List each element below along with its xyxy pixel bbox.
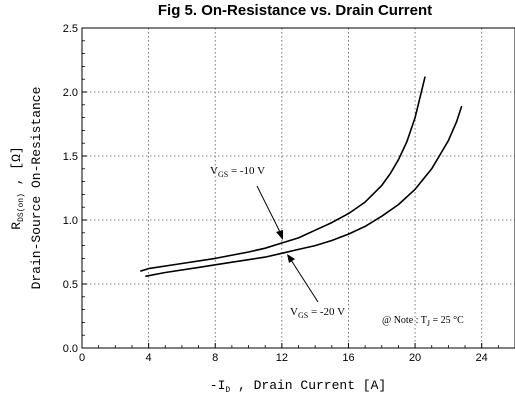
series-group [140, 76, 463, 278]
chart-title: Fig 5. On-Resistance vs. Drain Current [158, 2, 432, 19]
annotation-vgs-10-symbol: V [210, 165, 218, 177]
x-axis-label: -ID , Drain Current [A] [210, 378, 386, 395]
ticks: 0 4 8 12 16 20 24 0.0 0.5 1.0 1.5 2.0 2.5 [63, 23, 499, 364]
grid [82, 27, 515, 348]
y-tick-label: 0.5 [63, 279, 78, 291]
x-tick-label: 12 [276, 352, 288, 364]
arrowhead-vgs-10 [276, 230, 283, 240]
y-tick-label: 1.0 [63, 215, 78, 227]
annotation-vgs-20-value: = -20 V [308, 306, 345, 318]
x-tick-label: 4 [146, 352, 152, 364]
note-temperature-prefix: @ Note : T [382, 315, 427, 326]
x-tick-label: 16 [342, 352, 354, 364]
y-tick-label: 0.0 [63, 343, 78, 355]
series-line-vgs-20 [145, 105, 463, 278]
annotation-vgs-20-symbol: V [290, 306, 298, 318]
x-axis-label-text: , Drain Current [A] [230, 378, 386, 393]
x-tick-label: 8 [212, 352, 218, 364]
note-temperature-value: = 25 °C [430, 315, 464, 326]
x-axis-label-subscript: D [225, 386, 230, 395]
arrowhead-vgs-20 [287, 254, 295, 263]
plot-frame [81, 27, 515, 349]
annotation-vgs-20-subscript: GS [298, 311, 308, 320]
arrow-vgs-10 [256, 185, 282, 235]
y-axis-label-subscript: DS(on) [17, 193, 26, 222]
note-temperature: @ Note : TJ = 25 °C [382, 315, 464, 328]
x-tick-label: 24 [476, 352, 488, 364]
annotation-vgs-10: VGS = -10 V [210, 165, 265, 179]
annotation-vgs-10-subscript: GS [218, 170, 228, 179]
y-axis-label-line2: Drain-Source On-Resistance [29, 87, 44, 290]
series-line-vgs-10 [140, 76, 426, 272]
y-tick-label: 1.5 [63, 151, 78, 163]
y-tick-label: 2.5 [63, 23, 78, 35]
annotation-vgs-20: VGS = -20 V [290, 306, 345, 320]
y-axis-label-line1: RDS(on) , [Ω] [9, 146, 26, 229]
x-tick-label: 0 [79, 352, 85, 364]
y-axis-label-symbol: R [9, 222, 24, 230]
note-temperature-subscript: J [427, 319, 430, 328]
y-axis-label-unit: , [Ω] [9, 146, 24, 193]
annotation-vgs-10-value: = -10 V [228, 165, 265, 177]
x-axis-label-symbol: -I [210, 378, 226, 393]
arrow-vgs-20 [290, 259, 319, 303]
y-tick-label: 2.0 [63, 87, 78, 99]
x-tick-label: 20 [409, 352, 421, 364]
